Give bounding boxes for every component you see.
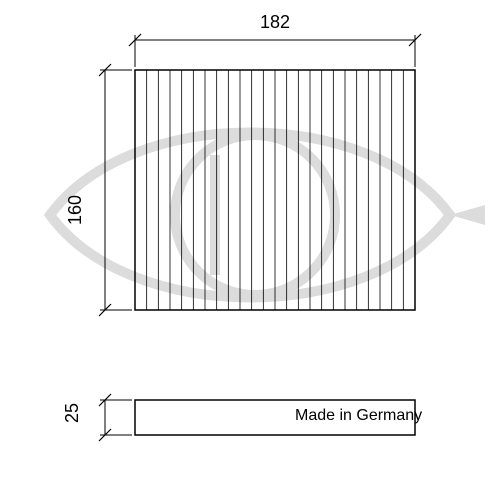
width-dimension-label: 182: [260, 12, 290, 33]
technical-drawing: [0, 0, 500, 500]
made-in-label: Made in Germany: [295, 407, 422, 425]
height-dimension-label: 160: [65, 195, 86, 225]
depth-dimension-label: 25: [62, 403, 83, 423]
watermark-eye: [50, 133, 450, 298]
watermark-circle: [175, 135, 335, 295]
watermark-tail: [450, 205, 485, 225]
